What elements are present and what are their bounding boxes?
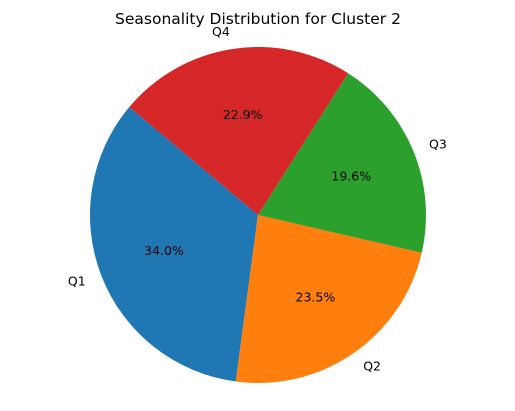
slice-percent-q2: 23.5% [296,289,336,304]
slice-percent-q4: 22.9% [223,107,263,122]
slice-percent-q1: 34.0% [144,243,184,258]
slice-percent-q3: 19.6% [331,168,371,183]
slice-label-q3: Q3 [429,136,447,151]
slice-label-q4: Q4 [212,24,230,39]
slice-label-q2: Q2 [363,358,381,373]
pie-slices [90,47,426,383]
chart-title: Seasonality Distribution for Cluster 2 [115,10,401,28]
slice-label-q1: Q1 [68,273,86,288]
